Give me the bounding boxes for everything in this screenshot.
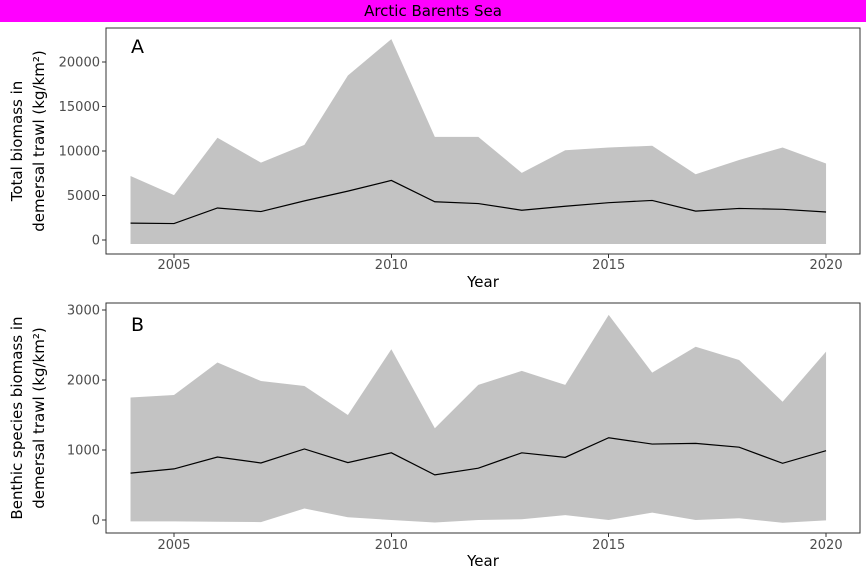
panel-b-y-tick-label: 2000: [67, 374, 100, 389]
panel-b-y-tick-label: 3000: [67, 304, 100, 319]
figure-title: Arctic Barents Sea: [364, 2, 502, 20]
y-axis-title-line: Benthic species biomass in: [8, 316, 26, 520]
panel-b-x-tick-label: 2015: [592, 538, 625, 553]
panel-a-x-tick-label: 2005: [157, 258, 190, 273]
panel-a-confidence-ribbon: [130, 39, 827, 245]
figure-title-bar: Arctic Barents Sea: [0, 0, 866, 22]
panel-a-x-tick-label: 2020: [810, 258, 843, 273]
panel-b-x-tick-label: 2020: [810, 538, 843, 553]
y-axis-title-line: demersal trawl (kg/km²): [30, 327, 48, 509]
panel-a-border: [105, 27, 861, 255]
panel-a-x-tick-label: 2015: [592, 258, 625, 273]
panel-b-y-tick-label: 0: [92, 514, 100, 529]
y-axis-title-line: demersal trawl (kg/km²): [30, 50, 48, 232]
panel-b-y-axis-title: Benthic species biomass in demersal traw…: [6, 303, 50, 533]
panel-b-mean-line: [130, 437, 827, 476]
panel-a-y-tick-label: 10000: [59, 145, 100, 160]
panel-b-x-axis-title: Year: [467, 552, 499, 570]
panel-b-y-tick-label: 1000: [67, 444, 100, 459]
panel-b-label: B: [131, 314, 144, 336]
panel-a-y-axis-title: Total biomass in demersal trawl (kg/km²): [6, 28, 50, 254]
panel-a-y-tick-label: 0: [92, 234, 100, 249]
y-axis-title-line: Total biomass in: [8, 80, 26, 202]
panel-a-label: A: [131, 36, 144, 58]
panel-b-confidence-ribbon: [130, 314, 827, 523]
panel-b-x-tick-label: 2005: [157, 538, 190, 553]
panel-a-y-tick-label: 5000: [67, 189, 100, 204]
panel-b-border: [105, 302, 861, 534]
panel-a-x-axis-title: Year: [467, 273, 499, 291]
panel-a-y-tick-label: 15000: [59, 100, 100, 115]
panel-a-x-tick-label: 2010: [375, 258, 408, 273]
panel-a-mean-line: [130, 179, 827, 225]
panel-a-y-tick-label: 20000: [59, 56, 100, 71]
panel-b-x-tick-label: 2010: [375, 538, 408, 553]
